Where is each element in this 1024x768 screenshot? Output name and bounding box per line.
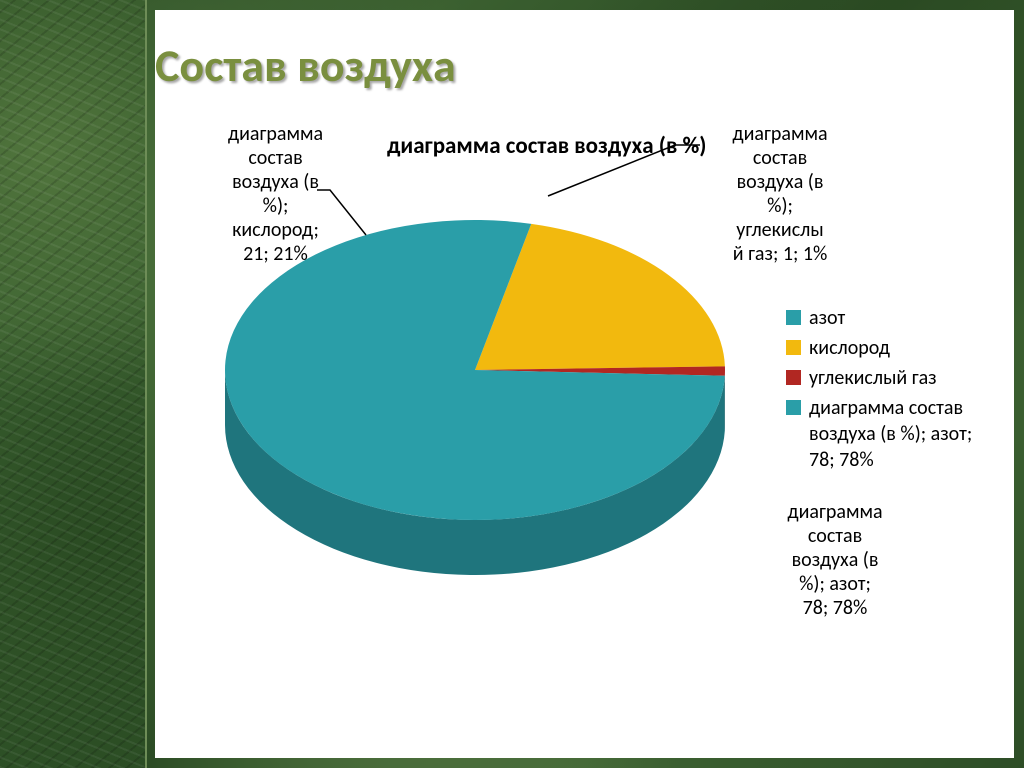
slide-left-decorative-strip bbox=[0, 0, 147, 768]
legend-swatch bbox=[786, 340, 801, 355]
legend-label: диаграмма состав воздуха (в %); азот; 78… bbox=[809, 395, 986, 473]
leader-line-oxygen bbox=[317, 190, 366, 235]
chart-legend: азот кислород углекислый газ диаграмма с… bbox=[786, 305, 986, 477]
legend-item: диаграмма состав воздуха (в %); азот; 78… bbox=[786, 395, 986, 473]
legend-item: кислород bbox=[786, 335, 986, 361]
legend-swatch bbox=[786, 310, 801, 325]
legend-label: азот bbox=[809, 305, 845, 331]
slide: Состав воздуха диаграмма состав воздуха … bbox=[0, 0, 1024, 768]
legend-swatch bbox=[786, 400, 801, 415]
legend-item: углекислый газ bbox=[786, 365, 986, 391]
legend-label: углекислый газ bbox=[809, 365, 937, 391]
legend-item: азот bbox=[786, 305, 986, 331]
leader-line-co2 bbox=[548, 145, 700, 196]
slide-content-area: Состав воздуха диаграмма состав воздуха … bbox=[155, 10, 1014, 758]
legend-swatch bbox=[786, 370, 801, 385]
legend-label: кислород bbox=[809, 335, 890, 361]
